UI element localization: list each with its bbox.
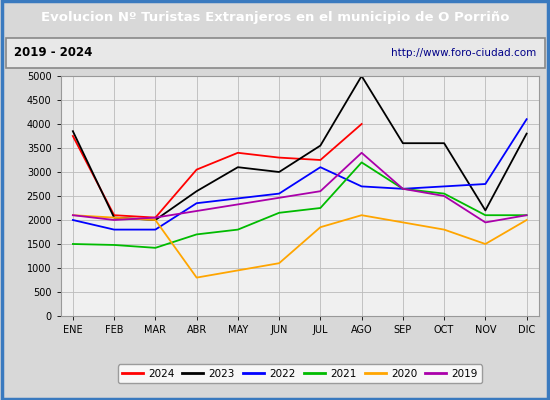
FancyBboxPatch shape bbox=[6, 38, 544, 68]
Text: http://www.foro-ciudad.com: http://www.foro-ciudad.com bbox=[391, 48, 536, 58]
Legend: 2024, 2023, 2022, 2021, 2020, 2019: 2024, 2023, 2022, 2021, 2020, 2019 bbox=[118, 364, 482, 383]
Text: 2019 - 2024: 2019 - 2024 bbox=[14, 46, 92, 60]
Text: Evolucion Nº Turistas Extranjeros en el municipio de O Porriño: Evolucion Nº Turistas Extranjeros en el … bbox=[41, 12, 509, 24]
